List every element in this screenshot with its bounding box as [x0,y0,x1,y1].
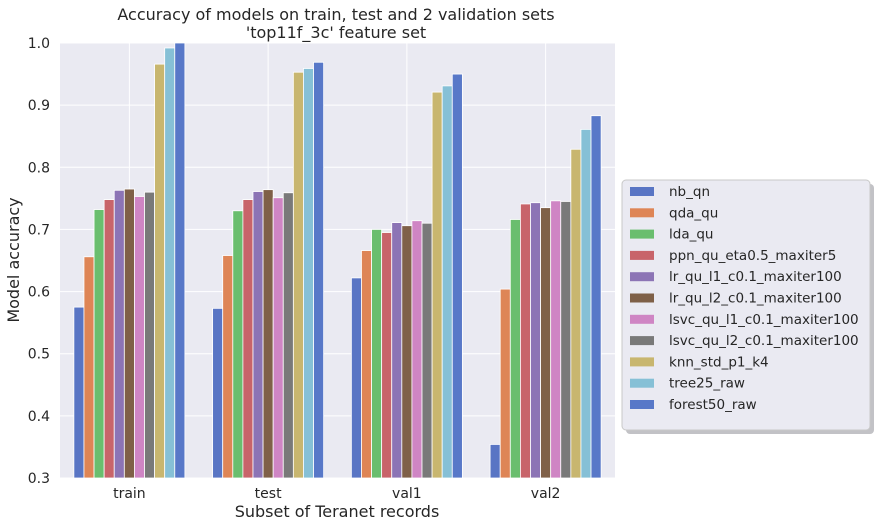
bar-test-ppn_qu_eta0.5_maxiter5 [242,199,254,479]
legend-label: lr_qu_l1_c0.1_maxiter100 [669,269,842,285]
bar-val2-lsvc_qu_l1_c0.1_maxiter100 [550,200,562,479]
legend-swatch [630,229,654,239]
bars [73,42,602,479]
legend-swatch [630,208,654,218]
bar-val2-lda_qu [509,219,521,479]
bar-val2-qda_qu [499,288,511,479]
bar-train-ppn_qu_eta0.5_maxiter5 [103,199,115,479]
bar-val1-lr_qu_l1_c0.1_maxiter100 [391,222,403,479]
bar-train-knn_std_p1_k4 [154,63,166,479]
bar-train-tree25_raw [164,47,176,479]
x-tick-labels: train test val1 val2 [113,486,560,502]
chart-title: Accuracy of models on train, test and 2 … [117,5,554,24]
bar-train-lsvc_qu_l2_c0.1_maxiter100 [144,191,156,479]
bar-train-lsvc_qu_l1_c0.1_maxiter100 [134,196,145,479]
x-tick-label: train [113,486,146,502]
x-axis-label: Subset of Teranet records [235,502,440,521]
legend: nb_qn qda_qu lda_qu ppn_qu_eta0.5_maxiter5l… [621,179,874,434]
legend-swatch [630,378,654,388]
bar-test-lsvc_qu_l2_c0.1_maxiter100 [282,192,294,479]
legend-label: nb_qn [669,184,710,200]
bar-val1-lda_qu [371,229,383,479]
bar-val2-lr_qu_l1_c0.1_maxiter100 [530,202,541,479]
y-tick-label: 0.4 [28,409,50,425]
bar-train-qda_qu [83,256,95,479]
y-tick-label: 0.8 [28,160,50,176]
bar-test-qda_qu [222,255,234,479]
x-tick-label: val1 [392,486,422,502]
y-tick-label: 0.7 [28,222,50,238]
bar-train-lr_qu_l1_c0.1_maxiter100 [113,189,125,479]
bar-test-knn_std_p1_k4 [292,71,304,479]
bar-val2-tree25_raw [580,128,592,479]
legend-label: lr_qu_l2_c0.1_maxiter100 [669,291,842,307]
legend-items: nb_qn qda_qu lda_qu ppn_qu_eta0.5_maxiter5l… [630,184,859,413]
legend-box [621,179,871,431]
bar-val2-forest50_raw [590,115,602,479]
x-tick-label: test [255,486,282,502]
legend-label: lsvc_qu_l2_c0.1_maxiter100 [669,333,859,349]
bar-val1-qda_qu [361,250,372,479]
bar-val1-forest50_raw [451,73,463,479]
bar-train-nb_qn [73,306,85,479]
legend-label: qda_qu [669,205,718,221]
legend-label: ppn_qu_eta0.5_maxiter5 [669,248,836,264]
bar-val2-lr_qu_l2_c0.1_maxiter100 [540,207,552,479]
legend-swatch [630,400,654,409]
bar-test-nb_qn [212,307,224,479]
bar-val2-ppn_qu_eta0.5_maxiter5 [519,203,531,479]
x-tick-label: val2 [531,486,561,502]
bar-train-forest50_raw [174,42,186,479]
legend-label: lda_qu [669,227,713,243]
y-axis-label: Model accuracy [4,197,23,322]
bar-test-forest50_raw [313,61,325,479]
bar-val2-lsvc_qu_l2_c0.1_maxiter100 [560,201,572,479]
y-tick-labels: 0.3 0.4 0.5 0.6 0.7 0.8 0.9 1.0 [28,36,50,487]
bar-val2-nb_qn [489,444,501,479]
y-tick-label: 0.3 [28,471,50,487]
legend-swatch [630,336,654,346]
bar-test-lr_qu_l1_c0.1_maxiter100 [252,191,264,479]
legend-label: forest50_raw [669,397,757,413]
y-tick-label: 0.9 [28,98,50,114]
legend-swatch [630,187,654,196]
legend-swatch [630,293,654,303]
bar-val1-lsvc_qu_l2_c0.1_maxiter100 [421,222,433,479]
bar-val1-tree25_raw [441,85,453,479]
bar-test-lda_qu [232,210,244,479]
bar-val2-knn_std_p1_k4 [570,148,582,479]
bar-test-tree25_raw [303,68,314,479]
y-tick-label: 1.0 [28,36,50,52]
legend-swatch [630,272,654,282]
legend-label: knn_std_p1_k4 [669,354,769,370]
legend-label: tree25_raw [669,376,745,392]
y-tick-label: 0.6 [28,285,50,301]
y-tick-label: 0.5 [28,347,50,363]
bar-val1-lsvc_qu_l1_c0.1_maxiter100 [411,220,423,479]
legend-swatch [630,314,654,324]
bar-val1-nb_qn [350,277,362,479]
bar-train-lr_qu_l2_c0.1_maxiter100 [123,188,135,479]
bar-val1-lr_qu_l2_c0.1_maxiter100 [401,225,413,479]
bar-train-lda_qu [93,209,105,479]
chart-subtitle: 'top11f_3c' feature set [246,23,426,43]
bar-test-lsvc_qu_l1_c0.1_maxiter100 [272,197,284,479]
bar-test-lr_qu_l2_c0.1_maxiter100 [262,189,274,479]
bar-val1-ppn_qu_eta0.5_maxiter5 [381,232,393,479]
legend-swatch [630,357,654,367]
legend-label: lsvc_qu_l1_c0.1_maxiter100 [669,312,859,328]
bar-val1-knn_std_p1_k4 [431,91,443,479]
legend-swatch [630,250,654,260]
